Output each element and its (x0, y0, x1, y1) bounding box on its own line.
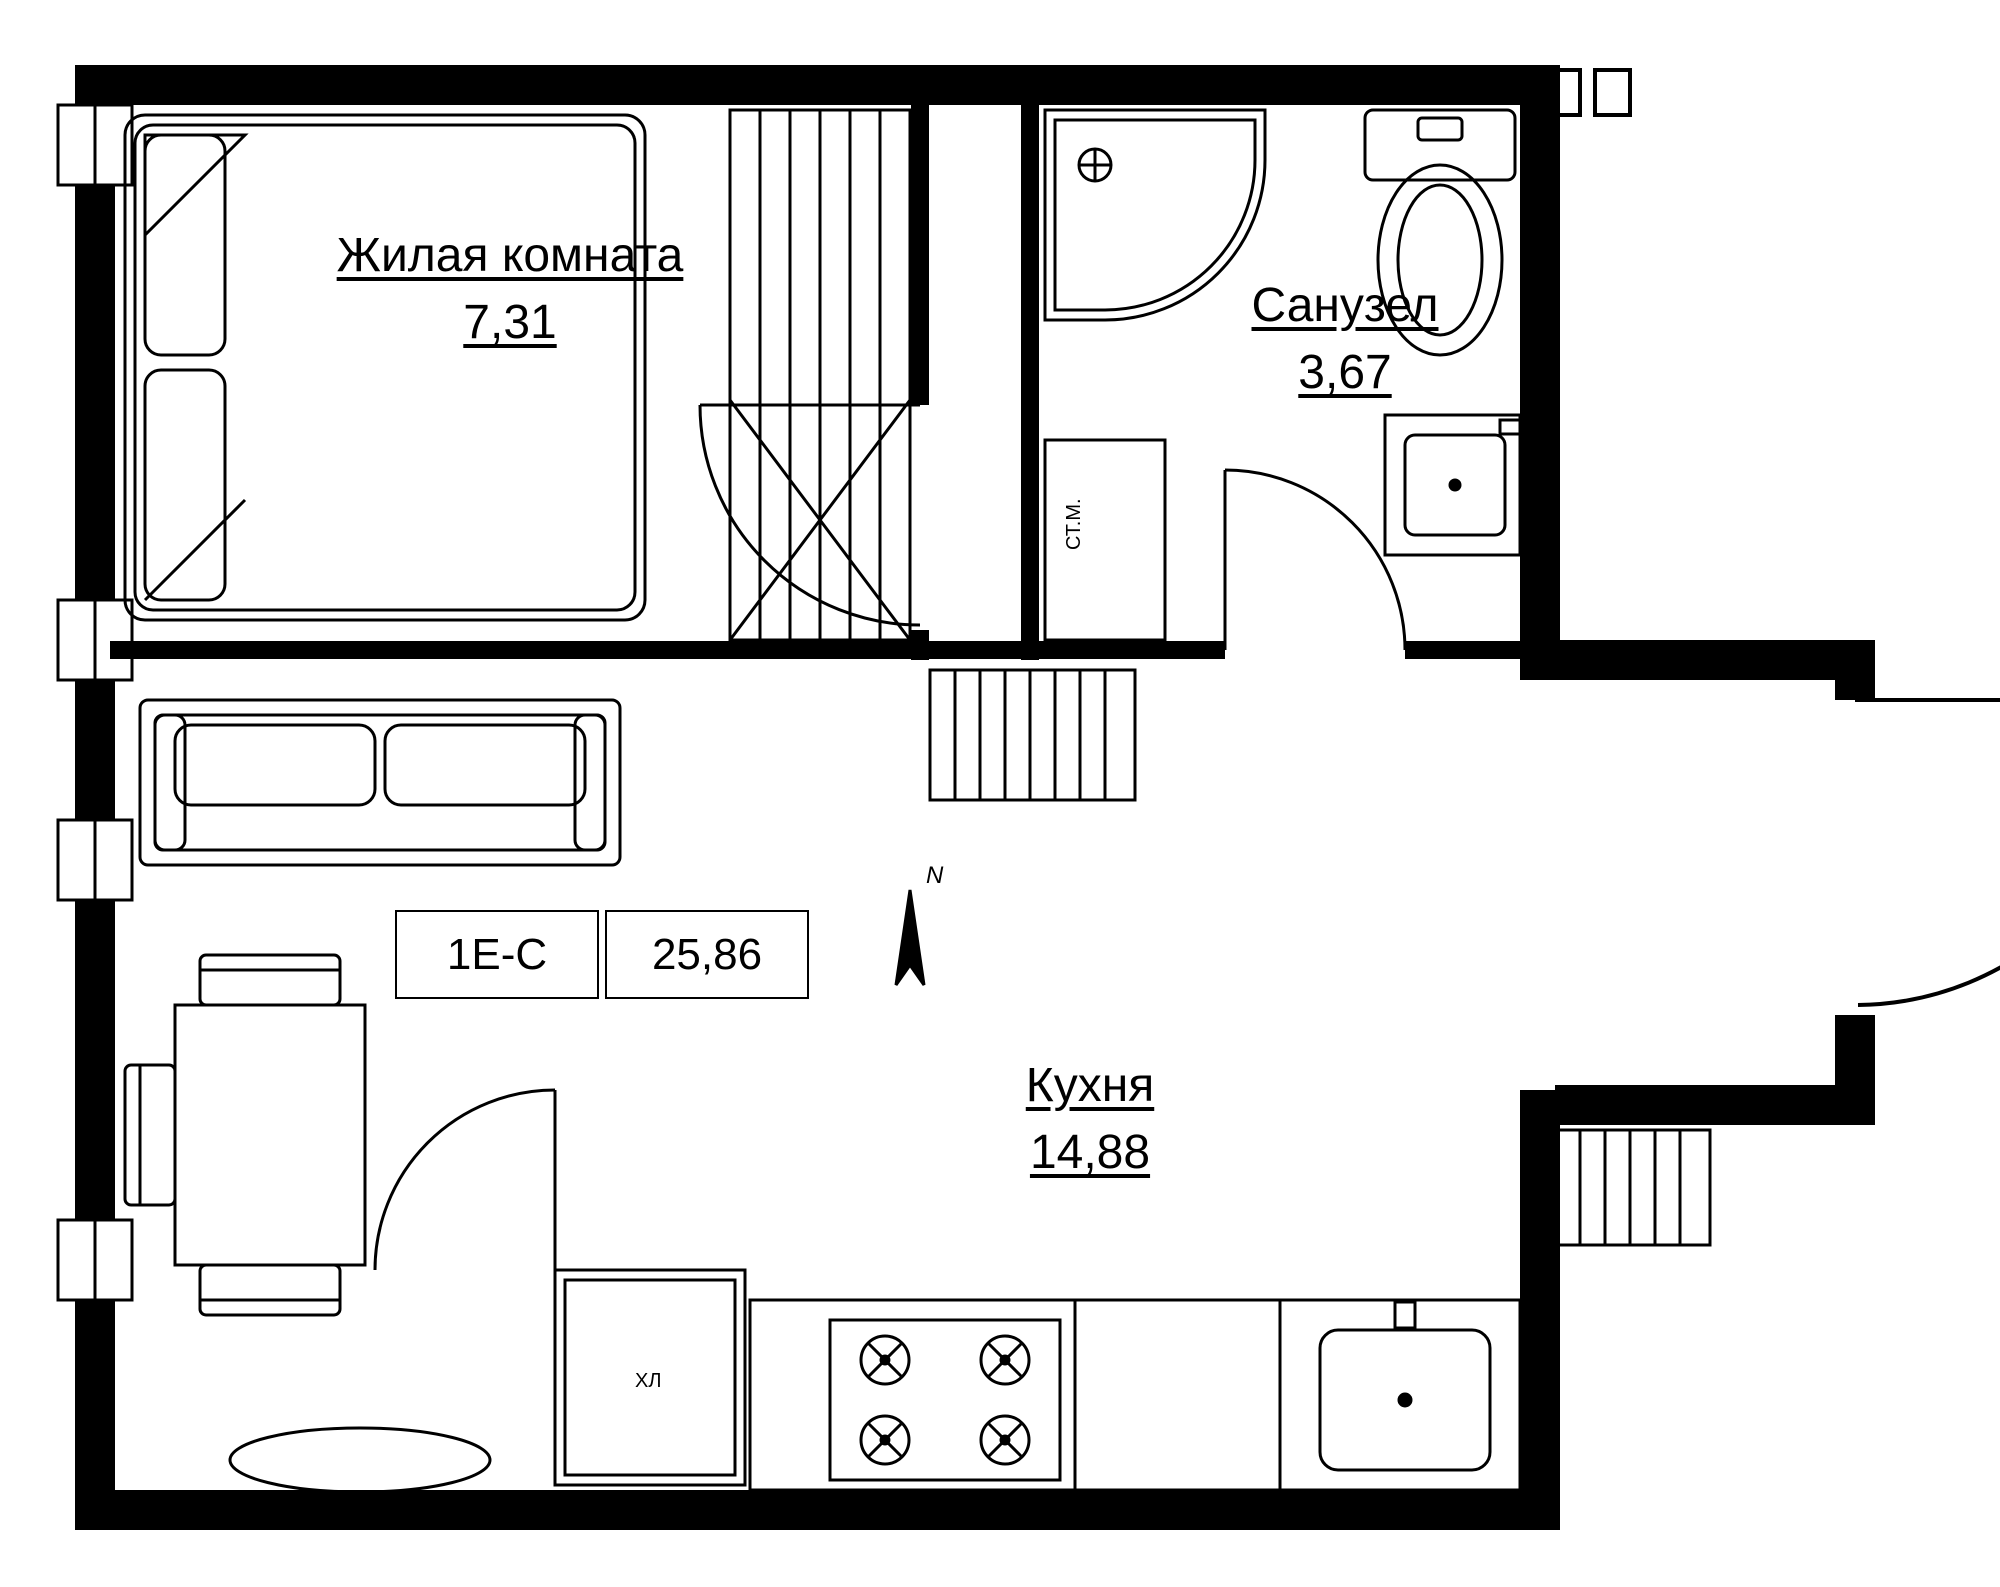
floor-plan: Жилая комната 7,31 Санузел 3,67 Кухня 14… (0, 0, 2000, 1587)
kitchen-area: 14,88 (940, 1127, 1240, 1180)
fridge-label: ХЛ (635, 1370, 661, 1393)
plan-total-area-box: 25,86 (605, 910, 809, 999)
plan-type-code: 1Е-С (447, 930, 547, 980)
bathroom-name: Санузел (1195, 280, 1495, 333)
living-room-name: Жилая комната (300, 230, 720, 283)
kitchen-name: Кухня (940, 1060, 1240, 1113)
kitchen-label: Кухня 14,88 (940, 1060, 1240, 1180)
bathroom-label: Санузел 3,67 (1195, 280, 1495, 400)
bathroom-area: 3,67 (1195, 347, 1495, 400)
plan-total-area: 25,86 (652, 930, 762, 980)
living-room-label: Жилая комната 7,31 (300, 230, 720, 350)
compass-north-label: N (926, 862, 943, 890)
washer-label: СТ.М. (1063, 498, 1086, 550)
living-room-area: 7,31 (300, 297, 720, 350)
plan-type-code-box: 1Е-С (395, 910, 599, 999)
